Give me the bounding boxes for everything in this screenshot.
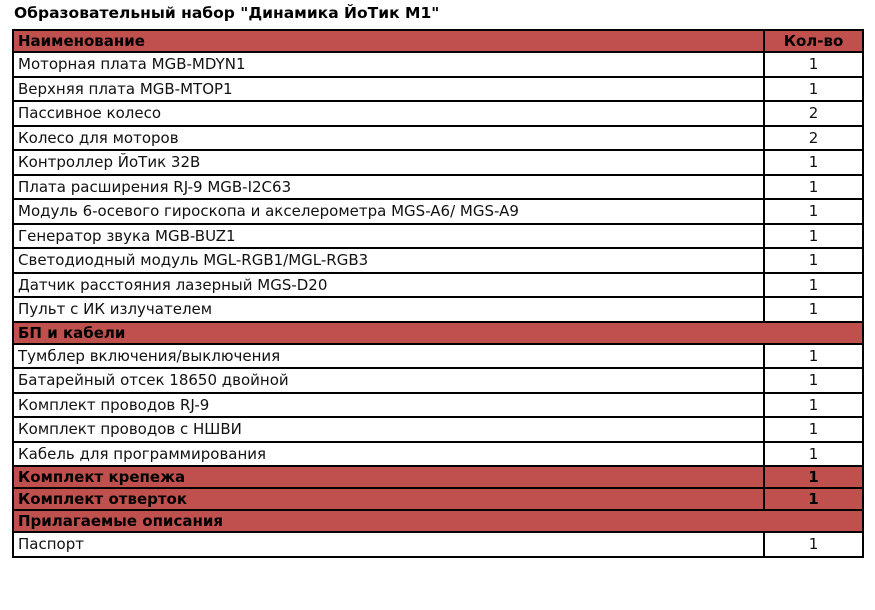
table-row: Батарейный отсек 18650 двойной 1 <box>12 367 864 394</box>
item-qty: 2 <box>763 124 864 151</box>
item-qty: 2 <box>763 100 864 127</box>
item-name: Датчик расстояния лазерный MGS-D20 <box>12 271 765 298</box>
table-row: Контроллер ЙоТик 32В 1 <box>12 149 864 176</box>
item-qty: 1 <box>763 487 864 511</box>
table-header: Наименование Кол-во <box>12 29 864 53</box>
table-row: Моторная плата MGB-MDYN1 1 <box>12 51 864 78</box>
table-row: Датчик расстояния лазерный MGS-D20 1 <box>12 271 864 298</box>
item-name: Модуль 6-осевого гироскопа и акселеромет… <box>12 198 765 225</box>
item-qty: 1 <box>763 149 864 176</box>
item-qty: 1 <box>763 51 864 78</box>
item-qty: 1 <box>763 416 864 443</box>
item-name: Комплект отверток <box>12 487 765 511</box>
table-row: Пульт с ИК излучателем 1 <box>12 296 864 323</box>
header-qty: Кол-во <box>763 29 864 53</box>
item-qty: 1 <box>763 342 864 369</box>
table-row: Паспорт 1 <box>12 531 864 558</box>
item-name: Генератор звука MGB-BUZ1 <box>12 222 765 249</box>
table-row: Верхняя плата MGB-MTOP1 1 <box>12 75 864 102</box>
kit-contents-table: Наименование Кол-во Моторная плата MGB-M… <box>12 29 864 558</box>
item-name: Комплект проводов RJ-9 <box>12 391 765 418</box>
section-header: БП и кабели <box>12 320 864 345</box>
item-name: Кабель для программирования <box>12 440 765 467</box>
section-title: БП и кабели <box>12 320 864 345</box>
table-row: Колесо для моторов 2 <box>12 124 864 151</box>
item-name: Плата расширения RJ-9 MGB-I2C63 <box>12 173 765 200</box>
item-qty: 1 <box>763 367 864 394</box>
item-qty: 1 <box>763 173 864 200</box>
table-row: Светодиодный модуль MGL-RGB1/MGL-RGB3 1 <box>12 247 864 274</box>
item-qty: 1 <box>763 465 864 489</box>
table-row: Модуль 6-осевого гироскопа и акселеромет… <box>12 198 864 225</box>
header-name: Наименование <box>12 29 765 53</box>
item-name: Пассивное колесо <box>12 100 765 127</box>
item-name: Пульт с ИК излучателем <box>12 296 765 323</box>
document-title: Образовательный набор "Динамика ЙоТик М1… <box>14 4 440 22</box>
item-name: Светодиодный модуль MGL-RGB1/MGL-RGB3 <box>12 247 765 274</box>
item-qty: 1 <box>763 531 864 558</box>
item-qty: 1 <box>763 222 864 249</box>
subtotal-row: Комплект отверток 1 <box>12 487 864 511</box>
item-qty: 1 <box>763 296 864 323</box>
item-name: Паспорт <box>12 531 765 558</box>
item-name: Верхняя плата MGB-MTOP1 <box>12 75 765 102</box>
section-title: Прилагаемые описания <box>12 509 864 533</box>
item-name: Колесо для моторов <box>12 124 765 151</box>
table-row: Тумблер включения/выключения 1 <box>12 342 864 369</box>
item-qty: 1 <box>763 198 864 225</box>
table-row: Плата расширения RJ-9 MGB-I2C63 1 <box>12 173 864 200</box>
item-qty: 1 <box>763 391 864 418</box>
section-header: Прилагаемые описания <box>12 509 864 533</box>
table-row: Комплект проводов с НШВИ 1 <box>12 416 864 443</box>
table-row: Кабель для программирования 1 <box>12 440 864 467</box>
table-row: Пассивное колесо 2 <box>12 100 864 127</box>
table-row: Комплект проводов RJ-9 1 <box>12 391 864 418</box>
table-row: Генератор звука MGB-BUZ1 1 <box>12 222 864 249</box>
item-qty: 1 <box>763 75 864 102</box>
subtotal-row: Комплект крепежа 1 <box>12 465 864 489</box>
item-name: Моторная плата MGB-MDYN1 <box>12 51 765 78</box>
item-name: Комплект крепежа <box>12 465 765 489</box>
item-name: Тумблер включения/выключения <box>12 342 765 369</box>
item-qty: 1 <box>763 440 864 467</box>
item-qty: 1 <box>763 247 864 274</box>
item-name: Комплект проводов с НШВИ <box>12 416 765 443</box>
item-name: Контроллер ЙоТик 32В <box>12 149 765 176</box>
item-qty: 1 <box>763 271 864 298</box>
item-name: Батарейный отсек 18650 двойной <box>12 367 765 394</box>
